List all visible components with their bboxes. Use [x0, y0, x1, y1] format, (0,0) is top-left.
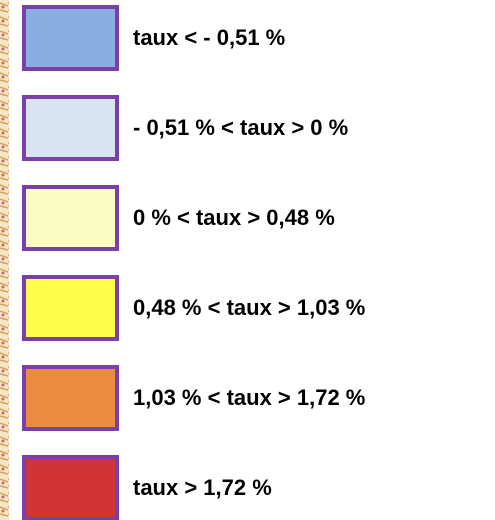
legend-items: taux < - 0,51 % - 0,51 % < taux > 0 % 0 % …: [22, 5, 365, 520]
legend-swatch: [22, 455, 119, 520]
legend-swatch: [22, 275, 119, 341]
legend-swatch: [22, 95, 119, 161]
legend-label: 0,48 % < taux > 1,03 %: [133, 295, 365, 320]
legend-label: 0 % < taux > 0,48 %: [133, 205, 335, 230]
legend-swatch: [22, 365, 119, 431]
legend-label: - 0,51 % < taux > 0 %: [133, 115, 348, 140]
legend-label: 1,03 % < taux > 1,72 %: [133, 385, 365, 410]
map-edge: [0, 0, 9, 520]
legend-swatch: [22, 5, 119, 71]
legend-swatch: [22, 185, 119, 251]
legend-label: taux < - 0,51 %: [133, 25, 285, 50]
legend-label: taux > 1,72 %: [133, 475, 272, 500]
